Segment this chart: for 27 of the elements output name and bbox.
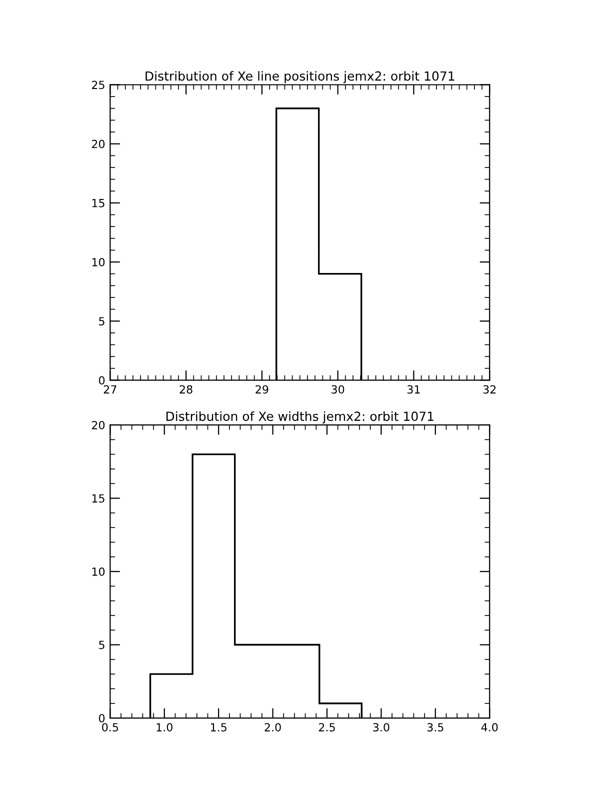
x-tick-label: 28 — [180, 385, 192, 394]
x-tick-label: 1.0 — [156, 723, 172, 732]
y-tick-label: 0 — [98, 376, 105, 385]
x-tick-label: 31 — [407, 385, 420, 394]
x-tick-label: 2.5 — [318, 723, 335, 732]
y-tick-label: 20 — [92, 420, 105, 430]
x-tick-label: 3.0 — [373, 723, 390, 732]
chart-title: Distribution of Xe line positions jemx2: orbit 1071 — [146, 71, 454, 84]
x-tick-label: 2.0 — [264, 723, 281, 732]
y-tick-label: 10 — [92, 258, 105, 266]
y-tick-label: 5 — [99, 640, 104, 650]
x-tick-label: 32 — [483, 385, 496, 394]
y-tick-label: 15 — [92, 494, 104, 503]
x-tick-label: 4.0 — [481, 723, 498, 732]
y-tick-label: 5 — [99, 317, 104, 326]
x-tick-label: 0.5 — [102, 723, 118, 732]
x-tick-label: 27 — [104, 385, 116, 394]
chart-title: Distribution of Xe widths jemx2: orbit 1071 — [166, 411, 434, 424]
x-tick-label: 30 — [332, 385, 344, 394]
x-tick-label: 29 — [256, 385, 268, 394]
y-tick-label: 20 — [92, 140, 105, 148]
y-tick-label: 10 — [92, 567, 105, 576]
y-tick-label: 25 — [92, 80, 104, 90]
y-tick-label: 0 — [98, 714, 105, 722]
y-tick-label: 15 — [92, 199, 104, 208]
x-tick-label: 1.5 — [210, 723, 226, 732]
x-tick-label: 3.5 — [427, 723, 444, 732]
